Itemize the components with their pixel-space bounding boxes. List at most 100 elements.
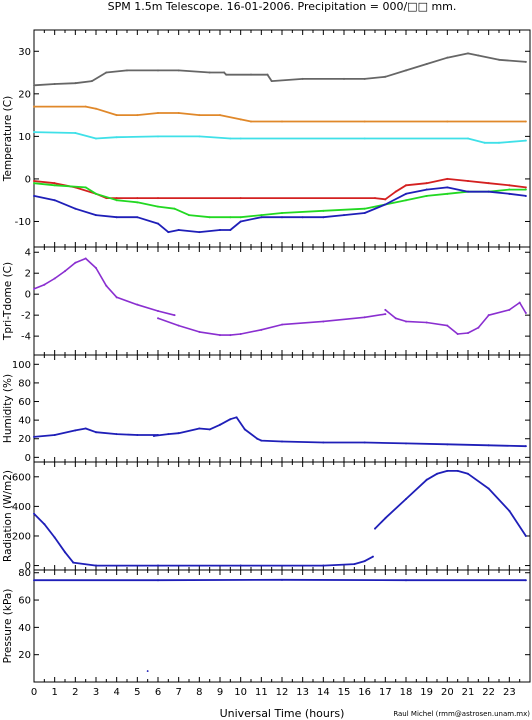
data-point bbox=[157, 579, 159, 582]
y-tick-label: -4 bbox=[21, 332, 31, 343]
data-point bbox=[95, 431, 97, 434]
x-tick-label: 16 bbox=[358, 687, 371, 698]
data-point bbox=[384, 517, 387, 520]
data-point bbox=[177, 324, 180, 327]
data-point bbox=[198, 231, 201, 234]
y-tick-label: 0 bbox=[25, 561, 31, 572]
data-point bbox=[84, 186, 87, 189]
data-point bbox=[208, 216, 211, 219]
data-point bbox=[95, 266, 97, 269]
data-point bbox=[363, 316, 366, 319]
data-point bbox=[90, 80, 93, 83]
data-point bbox=[483, 141, 486, 144]
panel-frame bbox=[33, 354, 531, 463]
panel-frame bbox=[33, 246, 531, 356]
data-point bbox=[487, 487, 490, 490]
panel-5: 20 40 60 80 Pressure (kPa) bbox=[2, 568, 531, 683]
data-point bbox=[229, 216, 232, 219]
data-point bbox=[260, 328, 263, 331]
data-point bbox=[363, 207, 366, 210]
data-point bbox=[405, 320, 407, 323]
data-point bbox=[229, 418, 232, 421]
data-point bbox=[74, 261, 77, 264]
data-point bbox=[173, 314, 176, 317]
data-point bbox=[425, 182, 428, 185]
x-tick-label: 1 bbox=[51, 687, 57, 698]
series-blue-1 bbox=[33, 427, 158, 438]
x-axis-label: Universal Time (hours) bbox=[220, 707, 345, 720]
series-gray-1 bbox=[33, 52, 526, 87]
data-point bbox=[43, 283, 46, 286]
data-point bbox=[363, 441, 366, 444]
y-tick-label: 0 bbox=[25, 290, 31, 301]
data-point bbox=[425, 63, 428, 66]
data-point bbox=[136, 434, 139, 437]
data-point bbox=[467, 472, 469, 475]
data-point bbox=[177, 432, 180, 435]
data-point bbox=[167, 231, 170, 234]
y-tick-label: 20 bbox=[18, 89, 31, 100]
data-point bbox=[64, 270, 66, 273]
data-point bbox=[208, 428, 211, 431]
data-point bbox=[477, 326, 480, 329]
panel-3: 0 20 40 60 80 100 Humidity (%) bbox=[2, 354, 531, 464]
y-tick-label: 100 bbox=[12, 360, 31, 371]
data-point bbox=[508, 308, 511, 311]
data-point bbox=[115, 216, 118, 219]
data-point bbox=[136, 201, 139, 204]
data-point bbox=[84, 427, 87, 430]
y-tick-label: 80 bbox=[18, 378, 31, 389]
series-blue-2 bbox=[153, 416, 526, 448]
data-point bbox=[105, 71, 108, 74]
data-point bbox=[43, 523, 46, 526]
x-tick-label: 3 bbox=[93, 687, 99, 698]
data-point bbox=[405, 69, 407, 72]
data-point bbox=[115, 136, 118, 139]
series-blue-1 bbox=[33, 513, 374, 567]
data-point bbox=[477, 54, 480, 57]
data-point bbox=[136, 303, 139, 306]
data-point bbox=[301, 216, 304, 219]
data-point bbox=[374, 197, 376, 200]
data-point bbox=[239, 333, 242, 336]
x-tick-label: 12 bbox=[276, 687, 289, 698]
data-point bbox=[508, 192, 511, 195]
data-point bbox=[188, 214, 190, 217]
x-tick-label: 19 bbox=[420, 687, 433, 698]
data-point bbox=[219, 114, 221, 117]
data-point bbox=[524, 312, 527, 315]
data-point bbox=[270, 80, 273, 83]
data-point bbox=[394, 190, 397, 193]
data-point bbox=[281, 211, 283, 214]
data-point bbox=[95, 107, 97, 110]
x-tick-label: 0 bbox=[31, 687, 37, 698]
x-tick-label: 15 bbox=[338, 687, 351, 698]
data-point bbox=[281, 578, 283, 581]
data-point bbox=[74, 429, 77, 432]
x-tick-label: 6 bbox=[155, 687, 161, 698]
data-point bbox=[95, 214, 97, 217]
data-point bbox=[105, 284, 108, 287]
data-point bbox=[353, 563, 356, 566]
data-point bbox=[446, 177, 449, 180]
data-point bbox=[243, 428, 246, 431]
data-point bbox=[239, 220, 242, 223]
data-point bbox=[136, 197, 139, 200]
data-point bbox=[208, 71, 211, 74]
series-purple-2 bbox=[157, 313, 386, 336]
data-point bbox=[508, 509, 511, 512]
data-point bbox=[322, 441, 325, 444]
data-point bbox=[157, 222, 159, 225]
y-axis-label: Radiation (W/m2) bbox=[2, 470, 14, 562]
data-point bbox=[33, 194, 35, 197]
data-point bbox=[260, 214, 263, 217]
data-point bbox=[53, 83, 56, 86]
x-tick-label: 22 bbox=[482, 687, 495, 698]
data-point bbox=[157, 309, 159, 312]
data-point bbox=[363, 77, 366, 80]
data-point bbox=[173, 207, 176, 210]
data-point bbox=[487, 190, 490, 193]
data-point bbox=[126, 69, 128, 72]
data-point bbox=[405, 192, 407, 195]
